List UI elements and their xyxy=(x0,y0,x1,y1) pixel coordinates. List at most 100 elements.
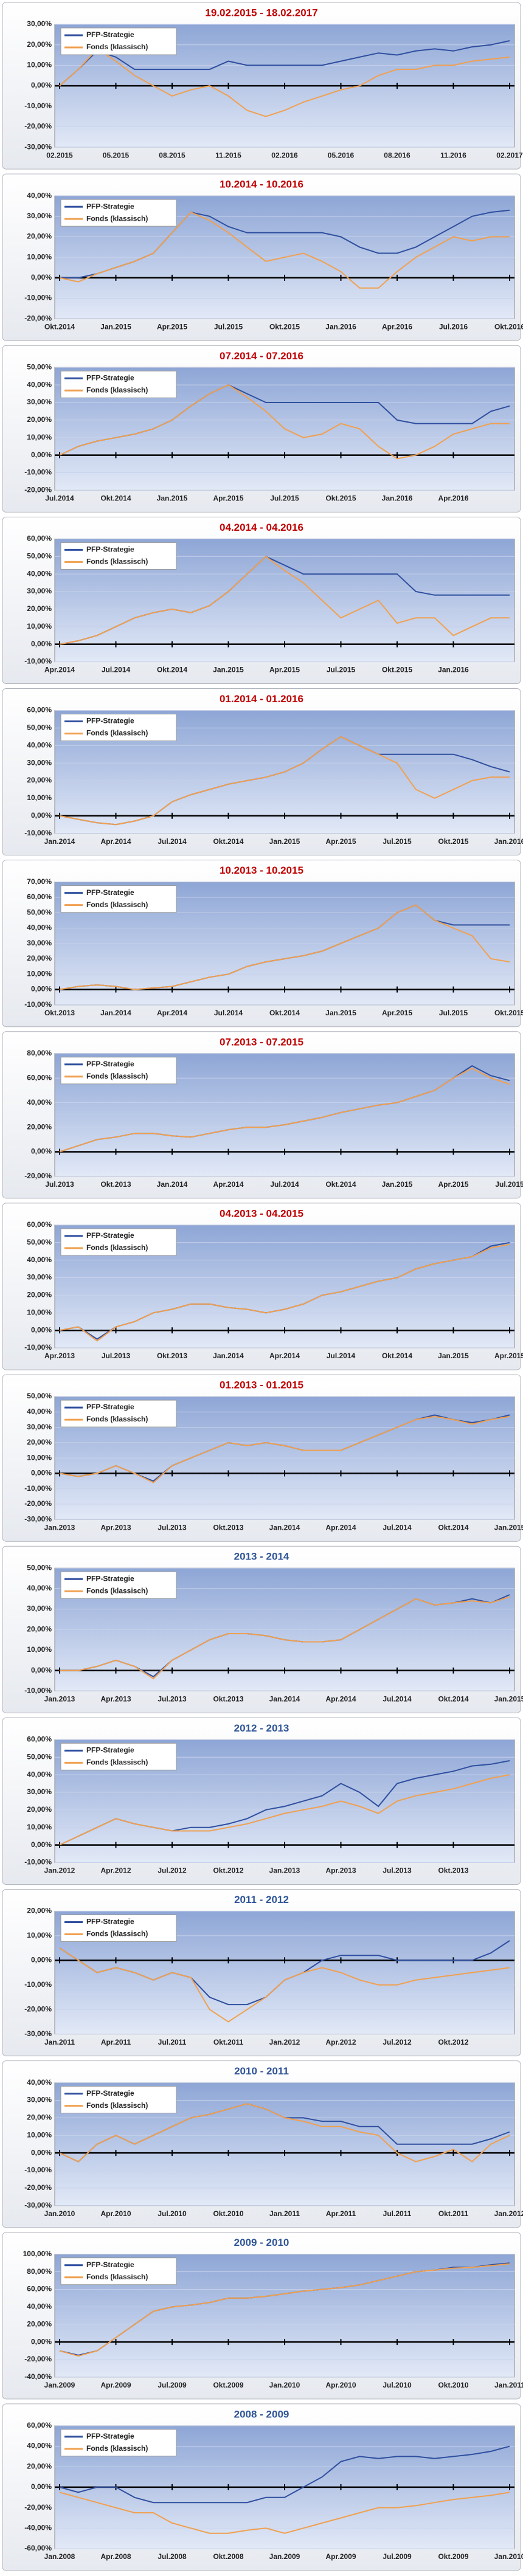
legend-label: PFP-Strategie xyxy=(86,2260,134,2269)
x-tick-label: Okt.2015 xyxy=(325,494,356,503)
y-tick-label: -20,00% xyxy=(24,2355,52,2363)
x-tick-label: Apr.2014 xyxy=(44,666,75,674)
legend-label: Fonds (klassisch) xyxy=(86,1586,148,1595)
y-tick-label: 40,00% xyxy=(27,2302,52,2311)
x-tick-label: Jan.2010 xyxy=(44,2209,75,2218)
y-tick-label: -10,00% xyxy=(24,657,52,666)
legend-label: Fonds (klassisch) xyxy=(86,385,148,394)
x-tick-label: Jan.2015 xyxy=(213,666,244,674)
x-tick-label: Jan.2010 xyxy=(269,2381,300,2389)
y-tick-label: -10,00% xyxy=(24,829,52,837)
legend-label: PFP-Strategie xyxy=(86,545,134,554)
x-tick-label: Jul.2010 xyxy=(158,2209,187,2218)
x-tick-label: Jul.2015 xyxy=(439,1009,468,1017)
x-tick-label: Apr.2010 xyxy=(325,2381,356,2389)
y-tick-label: 60,00% xyxy=(27,893,52,901)
y-tick-label: 50,00% xyxy=(27,908,52,916)
x-tick-label: Jul.2013 xyxy=(158,1523,187,1531)
x-tick-label: Okt.2010 xyxy=(438,2381,468,2389)
x-tick-label: Jul.2015 xyxy=(327,666,356,674)
y-tick-label: 100,00% xyxy=(23,2250,52,2258)
x-tick-label: Jan.2014 xyxy=(269,1695,300,1704)
x-tick-label: Jan.2016 xyxy=(382,494,413,503)
y-tick-label: 30,00% xyxy=(27,19,52,28)
series-line xyxy=(60,1596,510,1680)
x-tick-label: Jul.2012 xyxy=(158,1866,187,1875)
y-tick-label: 20,00% xyxy=(27,2319,52,2328)
legend-box xyxy=(60,1057,177,1085)
y-tick-label: 20,00% xyxy=(27,604,52,613)
y-tick-label: 20,00% xyxy=(27,1122,52,1131)
y-tick-label: 60,00% xyxy=(27,534,52,543)
series-line xyxy=(59,2491,510,2534)
x-tick-label: Apr.2013 xyxy=(100,1523,131,1531)
x-tick-label: Jan.2014 xyxy=(44,837,75,846)
legend-label: Fonds (klassisch) xyxy=(86,1072,148,1080)
chart-title: 01.2013 - 01.2015 xyxy=(220,1380,303,1391)
y-tick-label: 10,00% xyxy=(27,433,52,441)
y-tick-label: 30,00% xyxy=(27,398,52,406)
y-tick-label: 40,00% xyxy=(27,924,52,932)
y-tick-label: 40,00% xyxy=(27,569,52,578)
legend-box xyxy=(60,2257,177,2285)
y-tick-label: -30,00% xyxy=(24,142,52,151)
x-tick-label: Okt.2009 xyxy=(438,2552,468,2561)
y-tick-label: -60,00% xyxy=(24,2544,52,2552)
y-tick-label: 20,00% xyxy=(27,1438,52,1446)
x-tick-label: Apr.2013 xyxy=(325,1866,356,1875)
chart-panel: 07.2013 - 07.2015 80,00% 60,00% 40,00% 20,00… xyxy=(2,1031,523,1199)
y-tick-label: 30,00% xyxy=(27,212,52,220)
legend-label: PFP-Strategie xyxy=(86,1060,134,1068)
x-tick-label: Jul.2013 xyxy=(158,1695,187,1704)
x-tick-label: Jan.2015 xyxy=(157,494,188,503)
y-tick-label: 20,00% xyxy=(27,1805,52,1814)
y-tick-label: 0,00% xyxy=(31,2148,52,2156)
y-tick-label: 30,00% xyxy=(27,587,52,595)
chart-title: 04.2014 - 04.2016 xyxy=(220,522,303,533)
legend-box xyxy=(60,27,177,55)
x-tick-label: Okt.2013 xyxy=(44,1009,75,1017)
x-tick-label: Okt.2014 xyxy=(269,1009,300,1017)
y-tick-label: -10,00% xyxy=(24,1484,52,1493)
x-tick-label: Apr.2015 xyxy=(213,494,243,503)
y-tick-label: 20,00% xyxy=(27,1625,52,1633)
y-tick-label: 10,00% xyxy=(27,1453,52,1462)
y-tick-label: 50,00% xyxy=(27,1752,52,1761)
y-tick-label: 40,00% xyxy=(27,1584,52,1592)
x-tick-label: Jul.2011 xyxy=(158,2038,187,2046)
x-tick-label: Apr.2014 xyxy=(269,1352,300,1360)
y-tick-label: -10,00% xyxy=(24,1858,52,1866)
y-tick-label: 30,00% xyxy=(27,758,52,767)
legend-box xyxy=(60,370,177,398)
x-tick-label: Jan.2013 xyxy=(44,1695,75,1704)
legend-box xyxy=(60,714,177,742)
y-tick-label: 10,00% xyxy=(27,1308,52,1316)
legend-label: PFP-Strategie xyxy=(86,1403,134,1411)
legend-label: PFP-Strategie xyxy=(86,30,134,39)
x-tick-label: Jan.2009 xyxy=(44,2381,75,2389)
x-tick-label: Okt.2015 xyxy=(438,837,468,846)
y-tick-label: 80,00% xyxy=(27,1049,52,1057)
x-tick-label: Apr.2015 xyxy=(438,1180,468,1189)
x-tick-label: Apr.2013 xyxy=(44,1352,75,1360)
x-tick-label: Okt.2014 xyxy=(325,1180,356,1189)
series-line xyxy=(59,1067,510,1153)
legend-label: Fonds (klassisch) xyxy=(86,558,148,566)
y-tick-label: -20,00% xyxy=(24,122,52,131)
chart-panel: 2010 - 2011 40,00% 30,00% 20,00% 10,00% 0,00%… xyxy=(2,2060,523,2228)
x-tick-label: Jan.2013 xyxy=(269,1866,300,1875)
x-tick-label: Apr.2013 xyxy=(100,1695,131,1704)
y-tick-label: 0,00% xyxy=(31,273,52,281)
x-tick-label: Okt.2008 xyxy=(213,2552,243,2561)
y-tick-label: 50,00% xyxy=(27,1563,52,1572)
y-tick-label: 30,00% xyxy=(27,1423,52,1431)
x-tick-label: Jan.2016 xyxy=(438,666,469,674)
legend-label: Fonds (klassisch) xyxy=(86,2101,148,2110)
x-tick-label: Jan.2016 xyxy=(325,322,356,331)
x-tick-label: 11.2016 xyxy=(440,151,466,159)
y-tick-label: 30,00% xyxy=(27,2096,52,2104)
y-tick-label: 70,00% xyxy=(27,877,52,886)
x-tick-label: 11.2015 xyxy=(215,151,241,159)
legend-label: PFP-Strategie xyxy=(86,1746,134,1755)
series-line xyxy=(59,2103,510,2163)
